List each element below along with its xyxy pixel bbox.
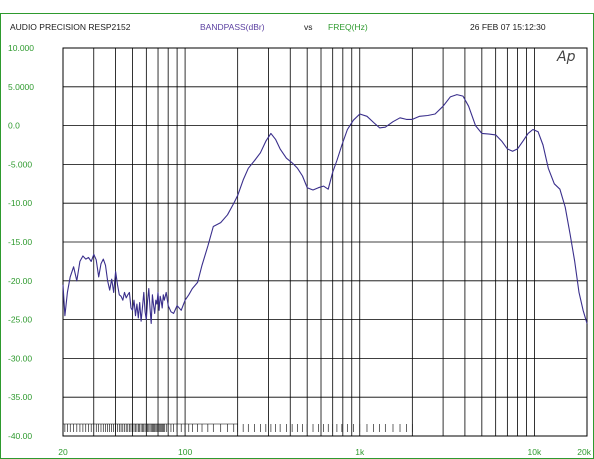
frame-border — [0, 13, 594, 459]
instrument-title: AUDIO PRECISION RESP2152 — [10, 22, 131, 32]
y-tick-label: -30.00 — [8, 353, 32, 363]
y-tick-label: -35.00 — [8, 392, 32, 402]
response-trace — [62, 94, 588, 325]
y-tick-label: 10.000 — [8, 43, 34, 53]
x-tick-label: 20 — [58, 447, 68, 457]
series-line — [62, 94, 588, 325]
vs-label: vs — [304, 22, 313, 32]
x-quantity-label: FREQ(Hz) — [328, 22, 368, 32]
timestamp: 26 FEB 07 15:12:30 — [470, 22, 546, 32]
x-tick-label: 10k — [528, 447, 542, 457]
y-quantity-label: BANDPASS(dBr) — [200, 22, 265, 32]
y-tick-label: -40.00 — [8, 431, 32, 441]
grid — [62, 47, 588, 437]
ap-logo: Ap — [557, 49, 576, 65]
x-minor-tick-marks — [62, 423, 413, 432]
y-tick-label: -15.00 — [8, 237, 32, 247]
y-tick-label: 0.0 — [8, 121, 20, 131]
y-tick-labels: 10.000 5.0000 0.0 -5.000 -10.00 -15.00 -20.00 -… — [8, 43, 34, 441]
x-tick-label: 20k — [577, 447, 591, 457]
y-tick-label: -10.00 — [8, 198, 32, 208]
x-tick-label: 1k — [355, 447, 365, 457]
x-tick-label: 100 — [178, 447, 192, 457]
y-tick-label: -5.000 — [8, 159, 32, 169]
y-tick-label: -20.00 — [8, 276, 32, 286]
y-tick-label: -25.00 — [8, 315, 32, 325]
y-tick-label: 5.0000 — [8, 82, 34, 92]
x-tick-labels: 20 100 1k 10k 20k — [58, 447, 591, 457]
